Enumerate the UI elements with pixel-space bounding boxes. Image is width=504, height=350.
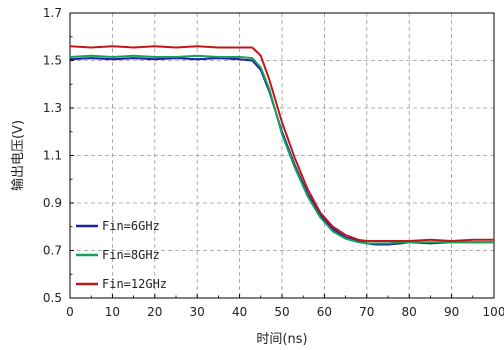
x-tick-label: 100 [483,305,504,319]
x-tick-label: 60 [317,305,332,319]
y-axis-label: 输出电压(V) [10,120,26,191]
y-tick-label: 0.7 [43,244,62,258]
x-tick-label: 10 [105,305,120,319]
y-tick-label: 1.7 [43,6,62,20]
x-tick-label: 80 [402,305,417,319]
x-tick-label: 50 [274,305,289,319]
series-line-3 [69,45,494,242]
y-tick-label: 0.9 [43,196,62,210]
grid-lines [70,13,494,298]
x-tick-label: 30 [190,305,205,319]
series-line-2 [69,54,494,245]
axis-ticks [69,12,495,299]
y-tick-label: 1.1 [43,149,62,163]
x-tick-label: 90 [444,305,459,319]
y-tick-label: 1.5 [43,54,62,68]
legend-entry: Fin=12GHz [102,277,167,291]
y-tick-label: 1.3 [43,101,62,115]
legend-entry: Fin=8GHz [102,248,160,262]
x-tick-label: 20 [147,305,162,319]
legend: Fin=6GHz Fin=8GHz Fin=12GHz [76,219,167,291]
x-axis-label: 时间(ns) [256,332,307,347]
x-tick-label: 40 [232,305,247,319]
y-tick-label: 0.5 [43,291,62,305]
x-tick-label: 70 [359,305,374,319]
legend-entry: Fin=6GHz [102,219,160,233]
axis-tick-labels: 0 10 20 30 40 50 60 70 80 90 100 0.5 0.7 0.9 1.1 1.3 1.5… [43,6,504,319]
series-layer [69,45,494,246]
x-tick-label: 0 [66,305,74,319]
